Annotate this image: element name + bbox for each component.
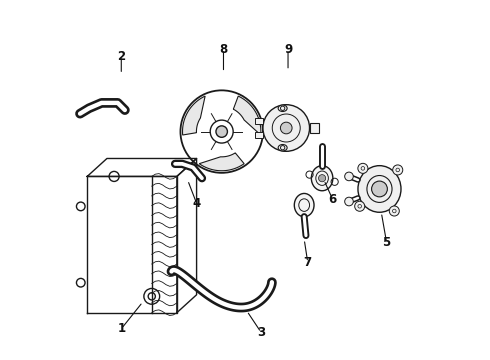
Circle shape [355,201,365,211]
Circle shape [263,105,310,151]
Circle shape [344,172,353,181]
Circle shape [358,163,368,174]
Text: 1: 1 [117,322,125,335]
Bar [310,123,318,134]
Text: 2: 2 [117,50,125,63]
Circle shape [389,206,399,216]
Bar [255,132,263,138]
Text: 6: 6 [329,193,337,206]
Circle shape [371,181,388,197]
Circle shape [280,122,292,134]
Polygon shape [182,96,205,135]
Text: 4: 4 [193,197,201,210]
Ellipse shape [358,166,401,212]
Ellipse shape [278,144,287,151]
Circle shape [318,175,326,182]
Ellipse shape [278,105,287,112]
Bar [255,118,263,124]
Text: 9: 9 [284,42,292,55]
Text: 7: 7 [304,256,312,269]
Circle shape [344,197,353,206]
Text: 8: 8 [220,42,228,55]
Ellipse shape [311,166,333,191]
Text: 5: 5 [383,236,391,249]
Circle shape [392,165,403,175]
Polygon shape [233,96,261,135]
Polygon shape [199,153,244,171]
Text: 3: 3 [257,326,265,339]
Circle shape [216,126,227,137]
Ellipse shape [294,193,314,217]
